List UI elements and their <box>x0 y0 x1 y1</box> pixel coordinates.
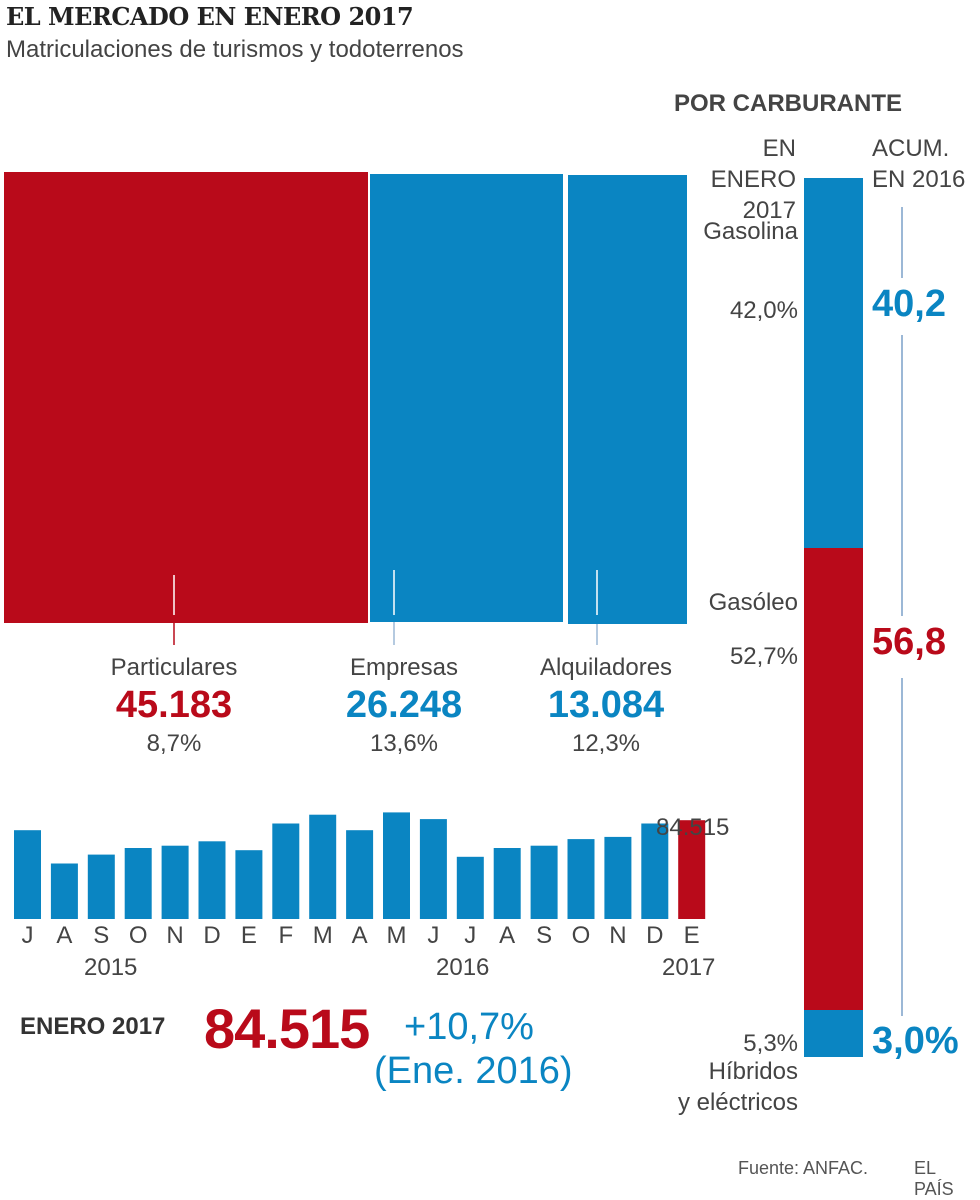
month-bar <box>50 863 78 919</box>
month-tick-label: J <box>464 922 477 949</box>
month-bar <box>383 812 410 919</box>
month-bar <box>161 845 189 919</box>
month-tick-label: J <box>427 922 440 949</box>
month-bar <box>419 819 447 919</box>
change-particulares: 8,7% <box>146 730 202 757</box>
fuel-name-line: y eléctricos <box>677 1089 798 1116</box>
month-bar <box>272 823 300 919</box>
label-alquiladores: Alquiladores <box>539 654 673 681</box>
col-acum-line: ACUM. <box>872 135 950 162</box>
month-bar <box>604 836 632 919</box>
year-label-2015: 2015 <box>84 954 138 981</box>
brand-credit: EL PAÍS <box>914 1158 954 1199</box>
fuel-share-hibridos: 5,3% <box>743 1030 798 1057</box>
month-bar <box>678 820 706 919</box>
highlight-value-label: 84.515 <box>656 814 730 841</box>
month-bar <box>235 850 263 919</box>
month-tick-label: A <box>351 922 368 949</box>
month-tick-label: N <box>166 922 184 949</box>
month-tick-label: F <box>278 922 294 949</box>
value-particulares: 45.183 <box>115 684 233 726</box>
month-bar <box>14 830 41 919</box>
col-month-line: EN <box>762 135 796 162</box>
year-label-2016: 2016 <box>436 954 490 981</box>
col-month-line: 2017 <box>742 197 796 224</box>
fuel-name-hibridos: Híbridos y eléctricos <box>620 1056 798 1118</box>
col-month-line: ENERO <box>710 166 796 193</box>
block-alquiladores <box>568 175 687 624</box>
month-bar <box>567 839 595 919</box>
fuel-col-month-header: EN ENERO 2017 <box>700 133 796 226</box>
label-particulares: Particulares <box>110 654 238 681</box>
fuel-bar-gasoleo <box>804 548 863 1010</box>
label-empresas: Empresas <box>349 654 459 681</box>
value-empresas: 26.248 <box>345 684 463 726</box>
fuel-share-gasoleo: 52,7% <box>729 643 798 670</box>
month-tick-label: A <box>56 922 73 949</box>
month-bar <box>124 848 152 919</box>
month-tick-label: O <box>128 922 148 949</box>
col-acum-line: EN 2016 <box>872 166 966 193</box>
month-bar <box>641 823 669 919</box>
month-tick-label: J <box>21 922 34 949</box>
fuel-name-gasoleo: Gasóleo <box>708 589 798 616</box>
source-credit: Fuente: ANFAC. <box>738 1158 869 1178</box>
fuel-heading: POR CARBURANTE <box>674 90 902 117</box>
fuel-acum-gasoleo: 56,8 <box>872 621 946 663</box>
fuel-name-gasolina: Gasolina <box>703 218 798 245</box>
fuel-bar-gasolina <box>804 178 863 548</box>
month-bar <box>309 814 337 919</box>
month-tick-label: N <box>609 922 627 949</box>
summary-total: 84.515 <box>204 997 370 1060</box>
month-tick-label: S <box>536 922 553 949</box>
fuel-col-acum-header: ACUM. EN 2016 <box>872 133 965 195</box>
month-tick-label: E <box>240 922 257 949</box>
fuel-acum-gasolina: 40,2 <box>872 283 946 325</box>
month-tick-label: D <box>203 922 221 949</box>
month-tick-label: M <box>312 922 333 949</box>
month-bar <box>456 856 484 919</box>
fuel-name-line: Híbridos <box>708 1058 798 1085</box>
month-bar <box>87 854 115 919</box>
fuel-bar-hibridos <box>804 1010 863 1057</box>
month-bar <box>198 841 226 919</box>
summary-label: ENERO 2017 <box>20 1013 166 1040</box>
change-alquiladores: 12,3% <box>571 730 641 757</box>
month-tick-label: E <box>683 922 700 949</box>
fuel-acum-hibridos: 3,0% <box>872 1020 959 1062</box>
summary-change-ref: (Ene. 2016) <box>374 1050 573 1092</box>
change-empresas: 13,6% <box>369 730 439 757</box>
year-label-2017: 2017 <box>662 954 716 981</box>
month-bar <box>493 848 521 919</box>
month-tick-label: D <box>646 922 664 949</box>
monthly-bar-chart <box>14 812 706 919</box>
fuel-share-gasolina: 42,0% <box>729 297 798 324</box>
page-title: EL MERCADO EN ENERO 2017 <box>6 2 414 31</box>
value-alquiladores: 13.084 <box>547 684 665 726</box>
month-bar <box>346 830 374 919</box>
month-tick-label: A <box>499 922 516 949</box>
block-empresas <box>370 174 563 622</box>
month-tick-label: S <box>93 922 110 949</box>
summary-change: +10,7% <box>404 1006 534 1048</box>
month-tick-label: O <box>571 922 591 949</box>
month-tick-label: M <box>386 922 407 949</box>
month-bar <box>530 845 558 919</box>
page-subtitle: Matriculaciones de turismos y todoterren… <box>6 36 464 63</box>
block-particulares <box>4 172 368 623</box>
